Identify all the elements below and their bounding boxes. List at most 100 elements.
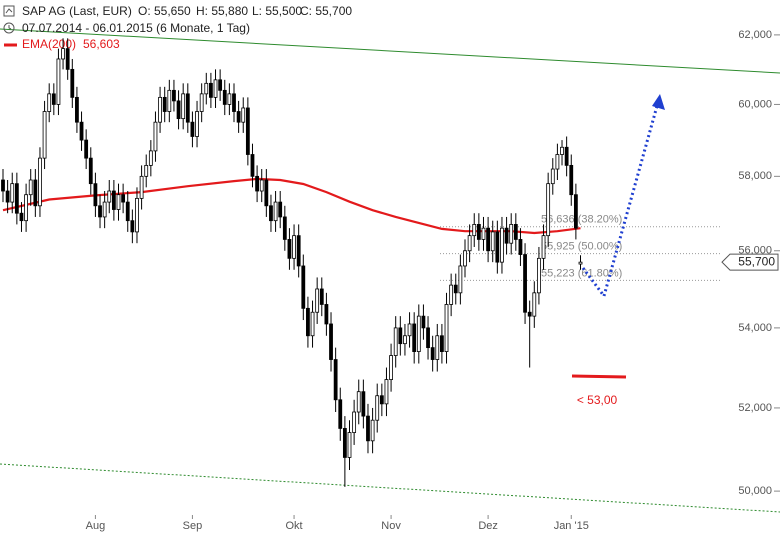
candle-body: [245, 107, 250, 155]
candle-body: [486, 227, 491, 252]
candle-body: [287, 239, 292, 259]
candle-body: [195, 111, 199, 137]
candle-body: [199, 93, 204, 112]
candle-body: [444, 304, 449, 352]
candle-body: [412, 323, 417, 352]
candle-body: [278, 201, 283, 218]
candle-body: [333, 359, 338, 401]
candle-body: [375, 395, 380, 421]
last-price-label: 55,700: [738, 254, 775, 268]
candle-body: [490, 231, 495, 252]
candle-body: [10, 183, 15, 203]
candle-body: [416, 315, 421, 352]
candle-body: [430, 347, 435, 360]
ohlc-high: H: 55,880: [196, 4, 248, 18]
chart-icon: [3, 5, 15, 17]
candle-body: [125, 201, 130, 222]
candle-body: [370, 419, 375, 442]
candle-body: [541, 235, 546, 259]
candle-body: [185, 93, 190, 123]
candle-body: [578, 261, 583, 265]
candle-body: [569, 164, 574, 196]
candle-body: [38, 157, 42, 207]
x-tick-label: Dez: [478, 520, 498, 532]
candle-body: [324, 304, 329, 325]
candle-body: [84, 139, 89, 159]
target-label: < 53,00: [577, 393, 618, 407]
candle-body: [190, 121, 195, 137]
candle-body: [19, 212, 24, 222]
fib-label: 56,636 (38.20%): [541, 214, 622, 226]
candle-body: [176, 100, 181, 120]
candle-body: [162, 96, 167, 112]
candle-body: [500, 227, 504, 263]
candle-body: [130, 220, 135, 233]
trend-line-upper: [0, 28, 780, 74]
candle-body: [167, 89, 172, 112]
candle-body: [158, 96, 162, 123]
candle-body: [33, 179, 38, 207]
candle-body: [301, 265, 306, 309]
candle-body: [513, 224, 518, 240]
candle-body: [306, 307, 310, 337]
fib-label: 55,925 (50.00%): [541, 241, 622, 253]
candle-body: [222, 89, 227, 105]
candle-body: [564, 146, 569, 166]
candle-body: [504, 227, 509, 244]
candle-body: [181, 93, 186, 120]
candle-body: [426, 327, 430, 349]
candle-body: [135, 197, 139, 233]
candle-body: [310, 311, 315, 337]
candle-body: [259, 179, 264, 192]
clock-hand: [8, 25, 12, 30]
chart-title: SAP AG (Last, EUR): [22, 4, 132, 18]
x-tick-label: Jan '15: [554, 520, 589, 532]
plot: 50,00052,00054,00056,00058,00060,00062,0…: [1, 29, 780, 532]
chart-icon-line: [5, 8, 13, 14]
candle-body: [449, 284, 454, 305]
trend-line-lower: [0, 463, 780, 513]
candle-body: [550, 168, 555, 185]
candle-body: [93, 183, 98, 207]
candle-body: [453, 284, 458, 294]
candle-body: [107, 190, 112, 203]
candle-body: [560, 146, 564, 155]
candle-body: [315, 288, 320, 313]
layout: [0, 5, 780, 513]
candle-body: [458, 265, 463, 294]
x-tick-label: Nov: [381, 520, 401, 532]
candle-body: [527, 311, 532, 317]
candle-body: [546, 183, 551, 237]
candle-body: [70, 68, 75, 98]
candle-body: [347, 432, 352, 458]
candle-body: [79, 121, 84, 141]
candle-body: [379, 395, 384, 405]
candle-body: [467, 235, 472, 252]
candle-body: [537, 257, 541, 294]
ohlc-low: L: 55,500: [252, 4, 302, 18]
candle-body: [393, 327, 398, 356]
candle-body: [407, 323, 412, 337]
candle-body: [356, 391, 361, 413]
candle-body: [218, 79, 223, 91]
legend-value: 56,603: [83, 37, 120, 51]
candle-body: [42, 111, 47, 159]
candle-body: [232, 93, 236, 112]
candle-body: [14, 183, 19, 214]
candle-body: [5, 190, 10, 203]
y-tick-label: 52,000: [738, 402, 772, 414]
candle-body: [403, 335, 407, 345]
clock-icon: [3, 22, 15, 34]
ohlc-close: C: 55,700: [300, 4, 352, 18]
candle-body: [329, 323, 333, 360]
x-tick-label: Okt: [285, 520, 302, 532]
candle-body: [555, 154, 560, 170]
subtitle: 07.07.2014 - 06.01.2015 (6 Monate, 1 Tag…: [22, 21, 250, 35]
candle-body: [28, 179, 33, 196]
y-tick-label: 50,000: [738, 485, 772, 497]
candle-body: [463, 250, 467, 267]
candle-body: [296, 235, 301, 267]
candle-body: [121, 194, 126, 203]
